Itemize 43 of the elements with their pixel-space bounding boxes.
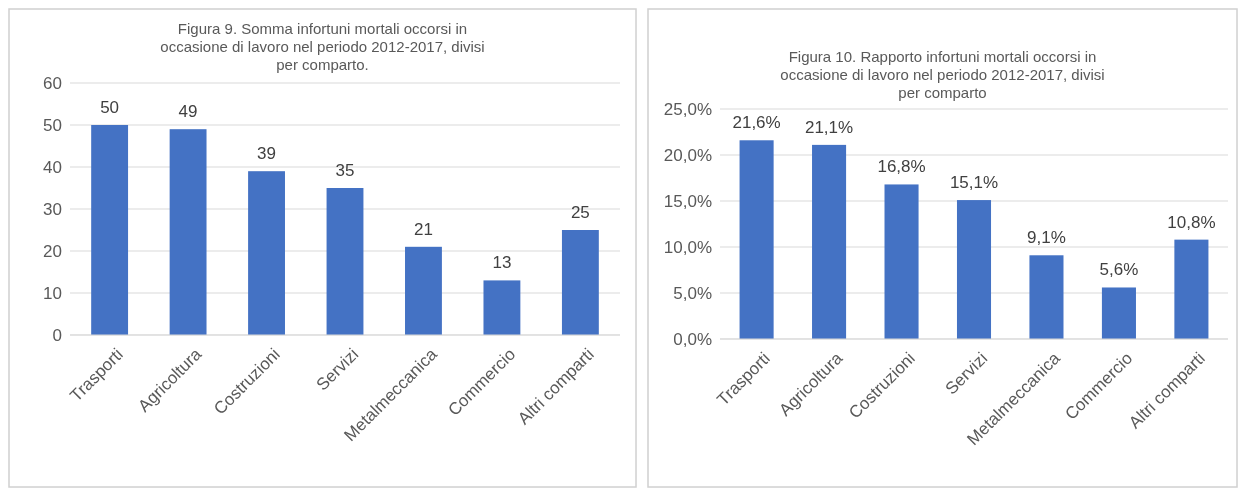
- bar: [405, 246, 442, 335]
- data-label: 39: [257, 144, 276, 164]
- y-tick-label: 20: [43, 241, 62, 261]
- bar: [483, 280, 521, 335]
- bar: [812, 144, 847, 339]
- data-label: 21,6%: [732, 113, 781, 133]
- y-tick-label: 25,0%: [663, 99, 712, 119]
- bar: [1174, 239, 1209, 339]
- bar: [169, 129, 207, 335]
- data-label: 5,6%: [1099, 260, 1139, 280]
- data-label: 9,1%: [1027, 228, 1066, 248]
- data-label: 21: [414, 219, 433, 239]
- data-label: 15,1%: [949, 173, 999, 193]
- data-label: 35: [335, 161, 355, 180]
- y-tick-label: 60: [43, 73, 62, 93]
- y-tick-label: 0,0%: [673, 329, 712, 349]
- data-label: 25: [570, 203, 590, 222]
- data-label: 50: [100, 98, 120, 117]
- y-tick-label: 10: [43, 283, 62, 303]
- y-tick-label: 15,0%: [663, 191, 712, 211]
- y-tick-label: 40: [43, 157, 62, 177]
- y-tick-label: 20,0%: [663, 145, 712, 165]
- y-tick-label: 10,0%: [663, 237, 712, 257]
- data-label: 13: [492, 253, 512, 273]
- y-tick-label: 0: [52, 325, 62, 345]
- y-tick-label: 5,0%: [673, 283, 712, 303]
- bar: [1029, 255, 1064, 339]
- data-label: 21,1%: [804, 117, 854, 137]
- data-label: 49: [178, 102, 198, 122]
- bar: [91, 125, 129, 335]
- bar: [248, 171, 285, 335]
- bar: [561, 230, 599, 335]
- bar: [884, 184, 919, 339]
- chart-title: Figura 10. Rapporto infortuni mortali occorsi in occasione di lavoro nel periodo 2012-2017, divisi per comparto: [780, 48, 1105, 101]
- bar: [956, 200, 992, 339]
- y-tick-label: 30: [43, 199, 62, 219]
- bar: [326, 188, 364, 335]
- chart-title: Figura 9. Somma infortuni mortali occorsi in occasione di lavoro nel periodo 2012-2017, divisi per comparto.: [160, 20, 485, 73]
- bar: [1101, 287, 1136, 339]
- data-label: 10,8%: [1167, 212, 1216, 232]
- data-label: 16,8%: [877, 157, 926, 177]
- bar: [739, 140, 774, 339]
- y-tick-label: 50: [43, 115, 62, 135]
